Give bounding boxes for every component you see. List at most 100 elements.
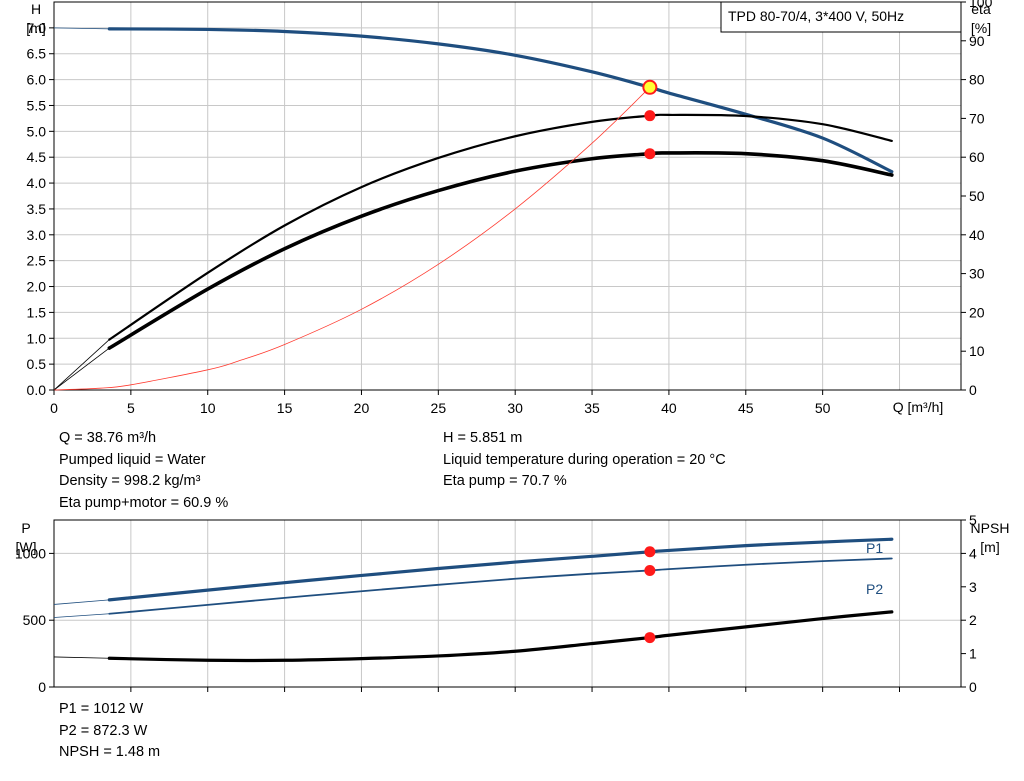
- duty-point-marker: [644, 632, 656, 644]
- temperature-readout: Liquid temperature during operation = 20…: [443, 451, 726, 468]
- p1-series-label: P1: [866, 540, 883, 556]
- x-tick-label: 45: [738, 400, 754, 416]
- top-chart-axes: 0.0 0.5 1.0 1.5 2.0 2.5 3.0 3.5 4.0 4.5 5.0 5.5 6.0 6…: [27, 0, 993, 416]
- x-tick-label: 25: [431, 400, 447, 416]
- y-right-tick-label: 50: [969, 188, 985, 204]
- power-axis-unit: [W]: [16, 539, 37, 555]
- x-tick-label: 40: [661, 400, 677, 416]
- y-right-tick-label: 0: [969, 679, 977, 695]
- y-right-tick-label: 3: [969, 579, 977, 595]
- head-curve-extension: [53, 27, 110, 30]
- x-tick-label: 35: [584, 400, 600, 416]
- npsh-readout: NPSH = 1.48 m: [59, 744, 161, 760]
- x-tick-label: 10: [200, 400, 216, 416]
- y-right-tick-label: 90: [969, 33, 985, 49]
- liquid-readout: Pumped liquid = Water: [59, 451, 206, 468]
- operating-point-marker: [642, 79, 658, 95]
- top-chart-frame: [53, 1, 962, 391]
- head-curve: [107, 27, 894, 174]
- power-axis-label: P: [21, 520, 30, 536]
- duty-point-marker: [644, 110, 656, 122]
- y-right-tick-label: 80: [969, 72, 985, 88]
- p2-series-label: P2: [866, 581, 883, 597]
- operating-point-info-col1: Q = 38.76 m³/h Pumped liquid = Water Den…: [59, 428, 228, 514]
- y-left-tick-label: 2.0: [27, 279, 47, 295]
- top-chart-series: [53, 27, 894, 391]
- p2-curve: [108, 557, 893, 615]
- y-left-tick-label: 3.5: [27, 201, 47, 217]
- duty-point-marker: [644, 564, 656, 576]
- head-readout: H = 5.851 m: [443, 430, 523, 446]
- x-tick-label: 50: [815, 400, 831, 416]
- eta-thick-curve: [107, 151, 894, 350]
- y-left-tick-label: 1.5: [27, 304, 47, 320]
- y-left-tick-label: 0.5: [27, 356, 47, 372]
- head-axis-unit: [m]: [26, 20, 45, 36]
- y-left-tick-label: 5.5: [27, 97, 47, 113]
- bottom-chart-series: [53, 537, 894, 663]
- y-right-tick-label: 4: [969, 545, 977, 561]
- operating-point-info-col2: H = 5.851 m Liquid temperature during op…: [443, 428, 726, 493]
- y-right-tick-label: 100: [969, 0, 993, 10]
- npsh-axis-unit: [m]: [980, 539, 999, 555]
- eta-thick-curve-extension: [53, 347, 110, 391]
- y-left-tick-label: 2.5: [27, 253, 47, 269]
- y-left-tick-label: 1000: [15, 545, 46, 561]
- eta-axis-unit: [%]: [971, 20, 991, 36]
- eta-pump-motor-readout: Eta pump+motor = 60.9 %: [59, 494, 229, 511]
- flow-readout: Q = 38.76 m³/h: [59, 430, 157, 446]
- p1-curve-extension: [53, 599, 110, 605]
- y-left-tick-label: 500: [23, 612, 47, 628]
- p1-readout: P1 = 1012 W: [59, 701, 144, 717]
- duty-point-marker: [644, 546, 656, 558]
- x-tick-label: 15: [277, 400, 293, 416]
- y-left-tick-label: 1.0: [27, 330, 47, 346]
- y-left-tick-label: 0.0: [27, 382, 47, 398]
- y-right-tick-label: 40: [969, 227, 985, 243]
- bottom-chart-axes: 0 500 1000 0 1 2 3 4 5: [15, 512, 977, 695]
- y-right-tick-label: 70: [969, 110, 985, 126]
- y-left-tick-label: 6.5: [27, 46, 47, 62]
- head-axis-label: H: [31, 1, 41, 17]
- y-left-tick-label: 4.0: [27, 175, 47, 191]
- duty-point-marker: [644, 148, 656, 160]
- npsh-axis-label: NPSH: [971, 520, 1010, 536]
- p2-curve-extension: [53, 613, 110, 618]
- y-right-tick-label: 0: [969, 382, 977, 398]
- y-right-tick-label: 2: [969, 612, 977, 628]
- npsh-curve-extension: [53, 656, 110, 659]
- bottom-chart-frame: [53, 519, 962, 688]
- y-left-tick-label: 7.0: [27, 20, 47, 36]
- y-left-tick-label: 6.0: [27, 72, 47, 88]
- eta-pump-readout: Eta pump = 70.7 %: [443, 473, 567, 489]
- y-right-tick-label: 10: [969, 343, 985, 359]
- eta-thin-curve-extension: [53, 339, 110, 391]
- y-right-tick-label: 1: [969, 646, 977, 662]
- x-tick-label: 30: [507, 400, 523, 416]
- x-tick-label: 5: [127, 400, 135, 416]
- power-info: P1 = 1012 W P2 = 872.3 W NPSH = 1.48 m: [59, 699, 160, 764]
- y-right-tick-label: 60: [969, 149, 985, 165]
- p1-curve: [107, 537, 894, 602]
- eta-thin-curve: [108, 113, 893, 341]
- flow-axis-label: Q [m³/h]: [893, 399, 944, 415]
- y-left-tick-label: 0: [38, 679, 46, 695]
- y-right-tick-label: 5: [969, 512, 977, 528]
- y-right-tick-label: 20: [969, 304, 985, 320]
- system-curve: [53, 87, 651, 391]
- y-right-tick-label: 30: [969, 266, 985, 282]
- x-tick-label: 20: [354, 400, 370, 416]
- x-tick-label: 0: [50, 400, 58, 416]
- bottom-chart-grid: [54, 520, 961, 687]
- density-readout: Density = 998.2 kg/m³: [59, 473, 201, 489]
- y-left-tick-label: 3.0: [27, 227, 47, 243]
- pump-title: TPD 80-70/4, 3*400 V, 50Hz: [728, 8, 904, 24]
- y-left-tick-label: 5.0: [27, 123, 47, 139]
- eta-axis-label: eta: [971, 1, 991, 17]
- title-box: [720, 1, 962, 33]
- top-chart-grid: [54, 2, 961, 390]
- y-left-tick-label: 4.5: [27, 149, 47, 165]
- p2-readout: P2 = 872.3 W: [59, 722, 148, 739]
- npsh-curve: [107, 610, 894, 663]
